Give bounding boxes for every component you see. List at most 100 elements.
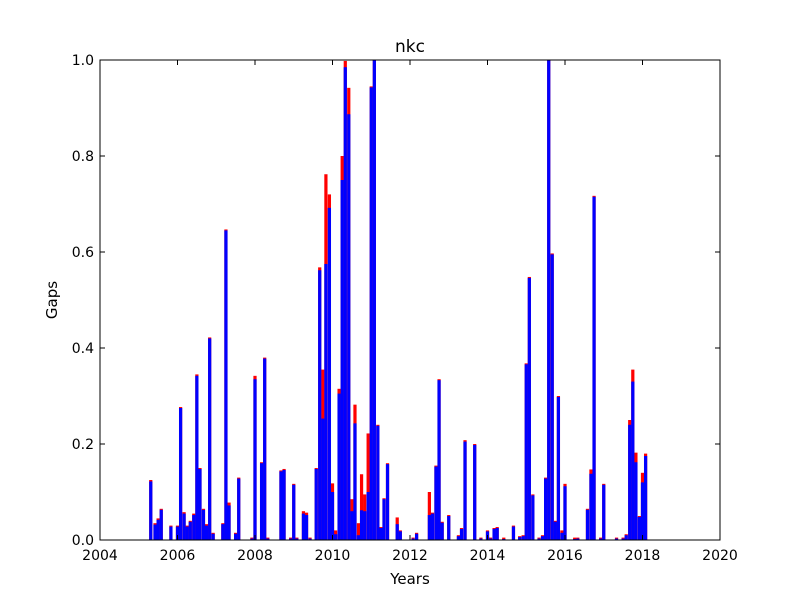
- bar-series-1-45: [347, 114, 351, 541]
- bar-series-1-80: [521, 536, 525, 540]
- bar-series-1-54: [376, 425, 380, 540]
- bar-series-1-72: [479, 538, 483, 540]
- y-tick-label-4: 0.8: [72, 149, 94, 165]
- bar-series-1-50: [363, 511, 367, 540]
- bar-series-1-103: [628, 424, 632, 540]
- bar-series-1-51: [366, 492, 370, 540]
- bar-series-1-105: [634, 462, 638, 540]
- bar-series-0-49: [359, 474, 364, 540]
- bar-series-1-85: [540, 536, 545, 540]
- bar-series-1-23: [253, 379, 257, 540]
- x-tick-label-6: 2016: [547, 548, 583, 564]
- bar-series-1-102: [624, 535, 628, 540]
- bar-series-1-44: [343, 67, 347, 540]
- bar-series-1-94: [576, 538, 580, 540]
- bar-series-1-76: [495, 528, 499, 540]
- bar-series-1-14: [204, 525, 209, 540]
- bar-series-1-82: [527, 277, 531, 540]
- bar-series-1-5: [175, 526, 180, 540]
- bar-series-1-87: [547, 60, 551, 540]
- bar-series-1-56: [382, 499, 386, 540]
- bar-series-1-15: [208, 338, 212, 540]
- bar-series-1-8: [185, 526, 189, 540]
- bar-series-1-79: [518, 537, 522, 540]
- bar-series-0-48: [356, 523, 361, 540]
- bar-series-1-18: [224, 230, 228, 540]
- x-tick-label-3: 2010: [315, 548, 351, 564]
- bar-series-1-1: [153, 524, 157, 540]
- x-tick-label-0: 2004: [82, 548, 118, 564]
- bar-series-1-22: [250, 538, 254, 540]
- bar-series-1-108: [643, 456, 648, 540]
- bar-series-1-99: [602, 484, 606, 540]
- x-tick-label-8: 2020: [702, 548, 738, 564]
- bar-series-1-90: [556, 396, 561, 540]
- bar-series-1-57: [385, 464, 390, 540]
- bar-series-1-37: [321, 418, 325, 540]
- y-tick-label-2: 0.4: [72, 341, 94, 357]
- bar-series-1-84: [537, 538, 541, 540]
- x-tick-label-5: 2014: [470, 548, 506, 564]
- x-tick-label-4: 2012: [392, 548, 428, 564]
- x-tick-label-7: 2018: [625, 548, 661, 564]
- x-tick-label-1: 2006: [160, 548, 196, 564]
- bar-series-1-31: [295, 538, 299, 540]
- bar-series-1-26: [266, 538, 270, 540]
- bar-series-1-58: [395, 524, 399, 540]
- bar-series-1-63: [430, 513, 435, 540]
- bar-series-1-83: [531, 495, 535, 540]
- bar-series-1-10: [192, 515, 196, 540]
- bar-series-1-74: [488, 538, 493, 540]
- bar-series-1-98: [599, 538, 603, 540]
- bar-series-1-91: [560, 532, 564, 540]
- bar-series-1-24: [259, 463, 264, 540]
- bar-series-1-96: [589, 473, 593, 540]
- bar-series-1-30: [292, 484, 296, 540]
- bar-series-1-25: [263, 358, 267, 540]
- bar-series-1-55: [379, 528, 383, 540]
- bar-series-1-41: [333, 534, 338, 540]
- bar-series-1-60: [411, 538, 415, 540]
- y-axis-label: Gaps: [43, 281, 61, 319]
- bar-series-1-75: [492, 528, 496, 540]
- bar-series-1-97: [592, 196, 596, 541]
- bar-series-1-70: [463, 441, 467, 540]
- y-tick-label-0: 0.0: [72, 533, 94, 549]
- bars-layer: [149, 60, 648, 541]
- bar-series-1-12: [198, 468, 202, 540]
- bar-series-1-16: [211, 533, 215, 540]
- y-tick-label-3: 0.6: [72, 245, 94, 261]
- bar-series-1-20: [234, 533, 238, 540]
- bar-series-1-0: [149, 481, 153, 540]
- bar-series-1-32: [301, 513, 306, 540]
- bar-series-1-6: [178, 408, 183, 540]
- bar-series-1-86: [544, 478, 548, 540]
- bar-series-1-66: [440, 522, 444, 540]
- bar-series-0-51: [366, 433, 370, 540]
- bar-series-1-65: [437, 380, 441, 540]
- bar-series-1-27: [279, 471, 283, 540]
- bar-series-1-9: [188, 521, 192, 540]
- bar-series-1-42: [337, 393, 341, 540]
- bar-series-1-106: [637, 516, 642, 540]
- x-axis: 2004 2006 2008 2010 2012 2014 2016 2018 2020: [82, 60, 738, 564]
- bar-series-1-34: [308, 538, 312, 540]
- bar-series-1-39: [327, 207, 332, 540]
- bar-series-0-77: [502, 537, 506, 540]
- y-axis: 0.0 0.2 0.4 0.6 0.8 1.0: [72, 53, 720, 549]
- bar-series-1-49: [359, 510, 364, 540]
- bar-series-1-89: [553, 521, 557, 540]
- bar-series-1-19: [227, 505, 231, 540]
- bar-series-0-93: [573, 537, 577, 540]
- bar-series-1-71: [473, 444, 477, 540]
- chart-title: nkc: [395, 37, 425, 57]
- bar-series-1-81: [524, 364, 528, 540]
- bar-series-1-7: [182, 513, 186, 540]
- bar-series-1-43: [340, 180, 344, 540]
- bar-series-1-47: [353, 423, 357, 540]
- bar-series-1-104: [631, 381, 635, 540]
- bar-series-1-13: [201, 509, 206, 540]
- bar-series-1-35: [314, 468, 318, 540]
